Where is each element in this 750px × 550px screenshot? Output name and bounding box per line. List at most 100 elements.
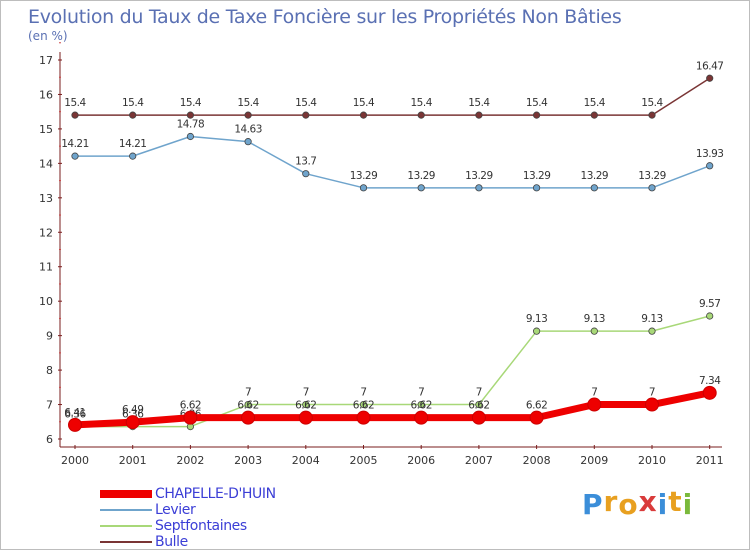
legend-label: Bulle	[155, 534, 188, 550]
legend-swatch	[100, 541, 152, 543]
legend-swatch	[100, 509, 152, 511]
y-tick-label: 15	[39, 123, 53, 136]
data-label: 6.36	[64, 409, 86, 421]
data-point	[183, 410, 198, 425]
x-tick-label: 2010	[638, 454, 666, 467]
logo-letter: P	[582, 488, 604, 521]
data-label: 14.78	[177, 118, 205, 130]
data-point	[702, 385, 717, 400]
data-point	[68, 417, 82, 432]
data-label: 14.21	[119, 138, 147, 150]
data-label: 7	[649, 387, 655, 399]
data-point	[129, 111, 137, 119]
data-label: 15.4	[411, 97, 433, 109]
data-label: 15.4	[353, 97, 375, 109]
data-label: 9.13	[641, 313, 662, 325]
x-tick-label: 2002	[176, 454, 204, 467]
series-line-septfontaines	[75, 315, 710, 428]
data-point	[244, 400, 252, 409]
y-tick-label: 16	[39, 88, 53, 101]
data-point	[129, 152, 137, 160]
x-tick-label: 2009	[580, 454, 608, 467]
data-label: 15.4	[122, 97, 144, 109]
x-tick-label: 2008	[523, 454, 551, 467]
data-label: 15.4	[295, 97, 317, 109]
y-tick-label: 8	[46, 364, 53, 377]
data-label: 13.29	[465, 170, 493, 182]
logo-letter: r	[603, 485, 619, 518]
data-label: 13.29	[638, 170, 666, 182]
data-label: 15.4	[237, 97, 259, 109]
data-label: 13.29	[407, 170, 435, 182]
data-label: 14.21	[61, 138, 89, 150]
data-label: 6.62	[180, 400, 201, 412]
logo-letter: t	[668, 485, 683, 518]
data-point	[71, 111, 79, 119]
data-point	[356, 410, 371, 425]
data-label: 7	[418, 387, 424, 399]
legend-label: CHAPELLE-D'HUIN	[155, 486, 276, 502]
data-label: 15.4	[468, 97, 490, 109]
y-tick-label: 13	[39, 192, 53, 205]
data-point	[302, 400, 310, 409]
legend-swatch	[100, 490, 152, 498]
data-point	[475, 184, 483, 192]
data-label: 13.29	[523, 170, 551, 182]
logo-letter: o	[618, 488, 639, 521]
data-label: 6.49	[122, 404, 143, 416]
data-point	[532, 327, 541, 335]
data-label: 6.62	[237, 400, 258, 412]
data-point	[417, 400, 425, 409]
data-label: 15.4	[180, 97, 202, 109]
data-point	[414, 410, 429, 425]
data-label: 7	[303, 387, 309, 399]
y-tick-label: 10	[39, 295, 53, 308]
data-label: 6.62	[411, 400, 432, 412]
data-label: 13.29	[581, 170, 609, 182]
data-point	[587, 397, 602, 412]
data-point	[529, 410, 544, 425]
logo-letter: i	[682, 488, 694, 521]
y-tick-label: 14	[39, 157, 53, 170]
data-label: 7	[360, 387, 366, 399]
data-point	[471, 410, 486, 425]
data-point	[359, 184, 368, 192]
data-point	[590, 327, 598, 335]
series-line-bulle	[75, 77, 711, 116]
series-line-levier	[75, 135, 710, 189]
data-label: 7	[591, 387, 597, 399]
data-label: 9.57	[699, 298, 720, 310]
y-tick-label: 11	[39, 261, 53, 274]
data-label: 6.62	[353, 400, 374, 412]
x-tick-label: 2006	[407, 454, 435, 467]
logo-letter: x	[638, 485, 658, 518]
data-point	[532, 111, 541, 119]
logo-letter: i	[657, 488, 669, 521]
data-point	[645, 397, 659, 412]
y-tick-label: 9	[46, 330, 53, 343]
data-label: 13.93	[696, 148, 724, 160]
data-point	[244, 138, 252, 146]
data-label: 13.29	[350, 170, 378, 182]
legend-label: Septfontaines	[155, 518, 247, 534]
data-label: 6.62	[526, 400, 547, 412]
data-point	[244, 111, 252, 119]
data-point	[648, 327, 656, 335]
data-label: 15.4	[641, 97, 663, 109]
data-label: 15.4	[526, 97, 548, 109]
data-point	[475, 400, 483, 409]
data-point	[706, 312, 714, 320]
data-point	[532, 184, 541, 192]
data-point	[71, 152, 79, 160]
data-point	[241, 410, 256, 425]
data-point	[302, 111, 310, 119]
data-label: 15.4	[64, 97, 86, 109]
data-point	[125, 415, 140, 430]
data-label: 16.47	[696, 60, 724, 72]
data-point	[302, 170, 310, 178]
data-label: 6.41	[64, 407, 85, 419]
x-tick-label: 2004	[292, 454, 320, 467]
x-tick-label: 2007	[465, 454, 493, 467]
x-tick-label: 2011	[696, 454, 724, 467]
data-point	[417, 111, 425, 119]
